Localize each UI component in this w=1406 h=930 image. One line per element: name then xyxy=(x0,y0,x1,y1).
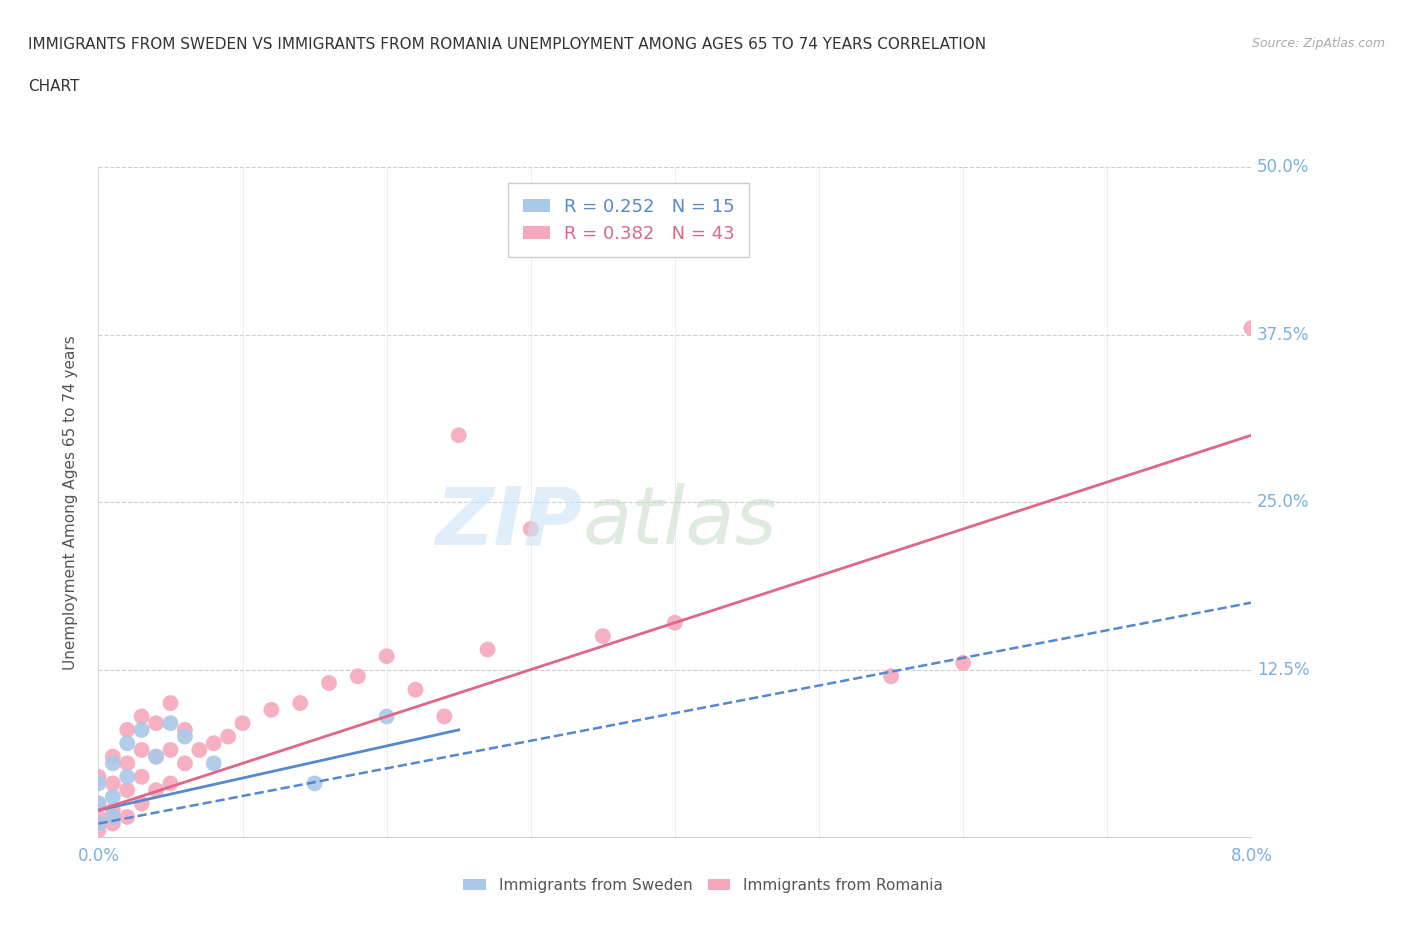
Legend: R = 0.252   N = 15, R = 0.382   N = 43: R = 0.252 N = 15, R = 0.382 N = 43 xyxy=(508,183,749,257)
Point xyxy=(375,709,398,724)
Point xyxy=(101,790,124,804)
Text: CHART: CHART xyxy=(28,79,80,94)
Point xyxy=(304,776,326,790)
Point xyxy=(375,649,398,664)
Text: atlas: atlas xyxy=(582,484,778,562)
Point xyxy=(174,756,197,771)
Text: 50.0%: 50.0% xyxy=(1257,158,1309,177)
Point xyxy=(131,709,153,724)
Point xyxy=(217,729,239,744)
Text: IMMIGRANTS FROM SWEDEN VS IMMIGRANTS FROM ROMANIA UNEMPLOYMENT AMONG AGES 65 TO : IMMIGRANTS FROM SWEDEN VS IMMIGRANTS FRO… xyxy=(28,37,986,52)
Text: Source: ZipAtlas.com: Source: ZipAtlas.com xyxy=(1251,37,1385,50)
Point xyxy=(117,756,138,771)
Point xyxy=(101,750,124,764)
Point xyxy=(145,750,167,764)
Point xyxy=(405,683,427,698)
Point xyxy=(117,783,138,798)
Point xyxy=(519,522,541,537)
Point xyxy=(447,428,470,443)
Point xyxy=(117,736,138,751)
Text: 37.5%: 37.5% xyxy=(1257,326,1309,344)
Text: ZIP: ZIP xyxy=(436,484,582,562)
Y-axis label: Unemployment Among Ages 65 to 74 years: Unemployment Among Ages 65 to 74 years xyxy=(63,335,77,670)
Point xyxy=(1240,321,1263,336)
Point xyxy=(87,817,110,831)
Point xyxy=(664,616,686,631)
Point xyxy=(188,742,211,757)
Point xyxy=(131,796,153,811)
Point xyxy=(159,716,181,731)
Point xyxy=(433,709,456,724)
Point xyxy=(87,796,110,811)
Point xyxy=(101,809,124,824)
Point xyxy=(592,629,614,644)
Point xyxy=(117,769,138,784)
Text: 25.0%: 25.0% xyxy=(1257,493,1309,512)
Point xyxy=(117,809,138,824)
Point xyxy=(477,642,499,657)
Point xyxy=(346,669,368,684)
Text: 12.5%: 12.5% xyxy=(1257,660,1310,679)
Point xyxy=(117,723,138,737)
Point xyxy=(231,716,254,731)
Point xyxy=(87,769,110,784)
Point xyxy=(290,696,312,711)
Point xyxy=(952,656,974,671)
Point xyxy=(260,702,283,717)
Point xyxy=(159,776,181,790)
Point xyxy=(101,756,124,771)
Point xyxy=(131,769,153,784)
Point xyxy=(87,823,110,838)
Point xyxy=(131,742,153,757)
Point xyxy=(87,809,110,824)
Point xyxy=(101,803,124,817)
Point xyxy=(880,669,903,684)
Point xyxy=(159,696,181,711)
Point xyxy=(101,817,124,831)
Point xyxy=(145,716,167,731)
Point xyxy=(159,742,181,757)
Point xyxy=(145,783,167,798)
Point xyxy=(174,729,197,744)
Legend: Immigrants from Sweden, Immigrants from Romania: Immigrants from Sweden, Immigrants from … xyxy=(457,872,949,899)
Point xyxy=(87,776,110,790)
Point xyxy=(131,723,153,737)
Point xyxy=(87,796,110,811)
Point xyxy=(101,776,124,790)
Point xyxy=(174,723,197,737)
Point xyxy=(145,750,167,764)
Point xyxy=(202,736,225,751)
Point xyxy=(202,756,225,771)
Point xyxy=(318,675,340,690)
